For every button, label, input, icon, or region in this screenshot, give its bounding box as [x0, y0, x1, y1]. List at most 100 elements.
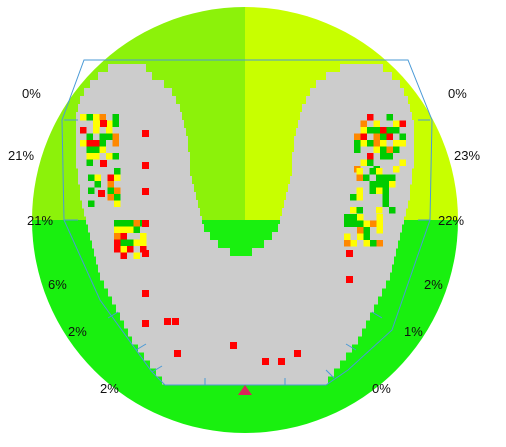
heat-cell	[80, 114, 87, 121]
heat-cell	[114, 226, 121, 233]
jaw-row	[150, 360, 340, 369]
right-upper-percent: 23%	[454, 148, 481, 163]
heat-cell	[389, 207, 396, 214]
jaw-row	[90, 232, 210, 241]
heat-cell	[360, 133, 367, 140]
jaw-row	[76, 152, 190, 161]
jaw-row	[326, 72, 392, 81]
left-top-percent: 0%	[22, 86, 41, 101]
heat-cell	[376, 240, 383, 247]
jaw-row	[112, 296, 378, 305]
jaw-row	[78, 168, 190, 177]
heat-cell	[93, 153, 100, 160]
heat-cell	[86, 133, 93, 140]
heat-cell	[120, 220, 127, 227]
left-base-percent: 2%	[100, 381, 119, 396]
jaw-row	[76, 136, 188, 145]
heat-cell	[376, 214, 383, 221]
heat-cell	[86, 140, 93, 147]
jaw-row	[292, 152, 414, 161]
jaw-row	[298, 120, 414, 129]
heat-cell	[376, 174, 383, 181]
heat-cell	[112, 114, 119, 121]
left-upper-percent: 21%	[8, 148, 35, 163]
heat-cell	[369, 187, 376, 194]
heat-cell	[94, 174, 101, 181]
heat-cell	[357, 233, 364, 240]
heat-cell	[393, 127, 400, 134]
heat-cell	[370, 240, 377, 247]
jaw-silhouette	[76, 64, 414, 385]
heat-cell	[86, 114, 93, 121]
jaw-row	[144, 352, 346, 361]
heat-cell	[356, 187, 363, 194]
heat-cell	[120, 246, 127, 253]
heat-cell	[350, 207, 357, 214]
jaw-row	[104, 280, 386, 289]
heat-cell	[107, 187, 114, 194]
jaw-row	[88, 224, 204, 233]
heat-cell	[86, 146, 93, 153]
jaw-row	[90, 80, 164, 89]
heat-cell	[363, 233, 370, 240]
heat-cell	[100, 160, 107, 167]
heat-cell	[106, 133, 113, 140]
heat-cell	[350, 220, 357, 227]
right-bottom-percent: 1%	[404, 324, 423, 339]
heat-cell	[114, 194, 121, 201]
outline-tick	[107, 311, 119, 319]
heat-cell	[99, 114, 106, 121]
jaw-row	[272, 232, 400, 241]
jaw-row	[284, 200, 408, 209]
heat-cell	[93, 146, 100, 153]
heat-cell	[346, 250, 353, 257]
heat-cell	[356, 207, 363, 214]
jaw-row	[76, 112, 182, 121]
heat-cell	[367, 127, 374, 134]
jaw-row	[116, 304, 374, 313]
jaw-row	[288, 184, 410, 193]
heat-cell	[367, 153, 374, 160]
jaw-row	[108, 288, 382, 297]
heat-cell	[360, 159, 367, 166]
heat-cell	[389, 181, 396, 188]
jaw-row	[98, 72, 152, 81]
jaw-row	[78, 104, 180, 113]
heat-cell	[127, 220, 134, 227]
jaw-row	[292, 168, 412, 177]
heat-cell	[106, 153, 113, 160]
heat-cell	[386, 133, 393, 140]
heat-cell	[356, 194, 363, 201]
heat-cell	[360, 140, 367, 147]
triangle-marker	[238, 385, 252, 395]
heat-cell	[174, 350, 181, 357]
heat-cell	[369, 181, 376, 188]
heat-cell	[376, 227, 383, 234]
heat-cell	[120, 239, 127, 246]
heat-cell	[127, 246, 134, 253]
heat-cell	[93, 127, 100, 134]
heat-cell	[373, 140, 380, 147]
jaw-row	[84, 88, 172, 97]
heat-cell	[133, 226, 140, 233]
heat-cell	[380, 140, 387, 147]
heat-cell	[360, 127, 367, 134]
jaw-row	[290, 176, 412, 185]
heat-cell	[367, 140, 374, 147]
outline-tick	[325, 369, 335, 379]
heat-cell	[350, 194, 357, 201]
heat-cell	[382, 194, 389, 201]
heat-cell	[142, 320, 149, 327]
heat-cell	[373, 127, 380, 134]
heat-cell	[399, 120, 406, 127]
right-lower-percent: 2%	[424, 277, 443, 292]
heat-cell	[142, 188, 149, 195]
heat-cell	[354, 146, 361, 153]
jaw-row	[282, 208, 406, 217]
heat-cell	[140, 246, 147, 253]
heat-cell	[386, 146, 393, 153]
heat-cell	[142, 220, 149, 227]
heat-cell	[120, 252, 127, 259]
heat-cell	[356, 174, 363, 181]
heat-cell	[360, 120, 367, 127]
